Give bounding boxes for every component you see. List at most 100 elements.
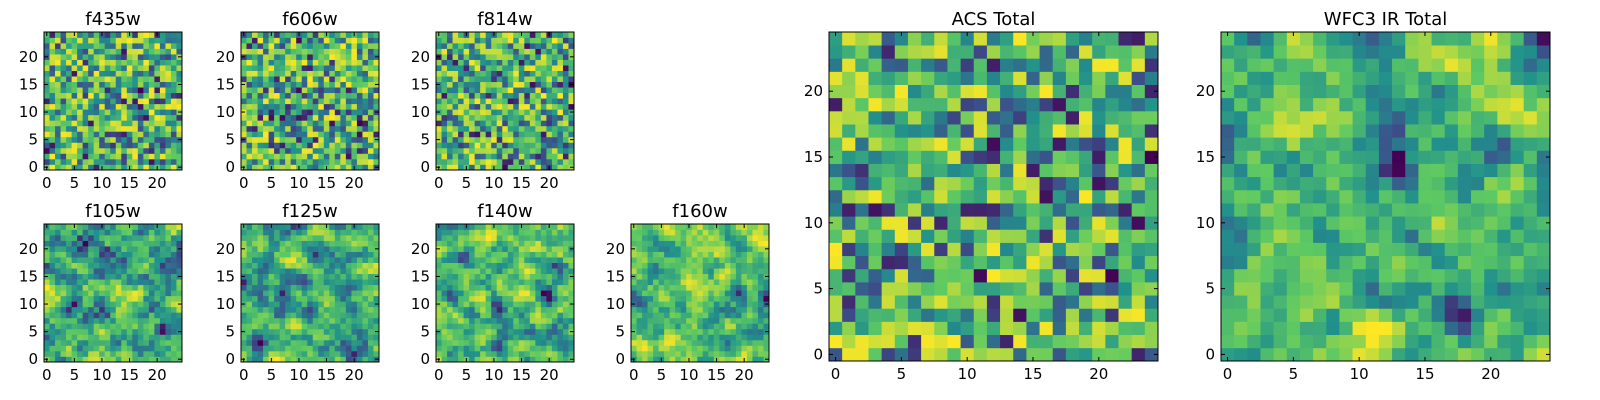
heatmap-cell bbox=[307, 81, 314, 88]
heatmap-cell bbox=[568, 120, 575, 127]
heatmap-cell bbox=[1039, 347, 1054, 362]
heatmap-cell bbox=[568, 257, 575, 263]
heatmap-cell bbox=[921, 203, 935, 217]
heatmap-cell bbox=[60, 229, 67, 236]
heatmap-cell bbox=[66, 246, 72, 252]
heatmap-cell bbox=[441, 350, 448, 357]
heatmap-cell bbox=[669, 257, 676, 263]
heatmap-cell bbox=[176, 70, 183, 77]
heatmap-cell bbox=[447, 317, 453, 324]
heatmap-cell bbox=[491, 323, 498, 330]
heatmap-cell bbox=[1065, 282, 1080, 296]
heatmap-cell bbox=[159, 273, 166, 280]
heatmap-cell bbox=[441, 273, 448, 280]
heatmap-cell bbox=[126, 251, 133, 258]
heatmap-cell bbox=[496, 153, 503, 160]
heatmap-cell bbox=[524, 290, 531, 297]
heatmap-cell bbox=[469, 262, 475, 269]
heatmap-cell bbox=[165, 114, 172, 121]
heatmap-cell bbox=[88, 153, 95, 160]
heatmap-cell bbox=[636, 273, 643, 280]
heatmap-cell bbox=[474, 109, 481, 116]
heatmap-cell bbox=[474, 125, 481, 132]
heatmap-cell bbox=[524, 268, 531, 275]
heatmap-cell bbox=[518, 65, 525, 71]
heatmap-cell bbox=[356, 350, 363, 357]
heatmap-cell bbox=[110, 268, 117, 275]
heatmap-cell bbox=[257, 262, 264, 269]
heatmap-cell bbox=[680, 339, 687, 346]
heatmap-cell bbox=[1144, 229, 1159, 243]
heatmap-cell bbox=[691, 290, 698, 297]
heatmap-cell bbox=[469, 301, 475, 308]
heatmap-cell bbox=[881, 150, 896, 164]
heatmap-cell bbox=[636, 290, 643, 297]
heatmap-cell bbox=[132, 103, 139, 110]
heatmap-cell bbox=[518, 268, 525, 275]
heatmap-cell bbox=[458, 48, 464, 55]
heatmap-cell bbox=[257, 32, 264, 38]
heatmap-cell bbox=[529, 328, 536, 335]
heatmap-cell bbox=[1118, 295, 1133, 309]
heatmap-cell bbox=[568, 306, 575, 313]
heatmap-cell bbox=[367, 240, 374, 247]
heatmap-cell bbox=[697, 301, 704, 308]
heatmap-cell bbox=[99, 48, 106, 55]
heatmap-cell bbox=[557, 262, 564, 269]
heatmap-cell bbox=[362, 317, 369, 324]
heatmap-cell bbox=[334, 284, 341, 291]
heatmap-cell bbox=[154, 136, 161, 143]
heatmap-cell bbox=[176, 125, 183, 132]
heatmap-cell bbox=[757, 246, 764, 252]
heatmap-cell bbox=[104, 312, 111, 319]
heatmap-cell bbox=[469, 339, 475, 346]
heatmap-cell bbox=[647, 268, 654, 275]
heatmap-cell bbox=[507, 114, 514, 121]
heatmap-cell bbox=[868, 282, 882, 296]
heatmap-cell bbox=[351, 312, 358, 319]
heatmap-cell bbox=[480, 345, 487, 352]
heatmap-cell bbox=[513, 279, 520, 286]
heatmap-cell bbox=[356, 273, 363, 280]
heatmap-cell bbox=[279, 158, 286, 165]
heatmap-cell bbox=[469, 235, 475, 241]
heatmap-cell bbox=[115, 290, 122, 297]
heatmap-cell bbox=[474, 312, 481, 319]
y-tick-label: 0 bbox=[225, 158, 235, 176]
heatmap-cell bbox=[301, 229, 308, 236]
heatmap-cell bbox=[268, 142, 275, 149]
heatmap-cell bbox=[148, 37, 155, 44]
heatmap-cell bbox=[367, 142, 374, 149]
heatmap-cell bbox=[132, 81, 139, 88]
heatmap-cell bbox=[829, 282, 843, 296]
heatmap-cell bbox=[257, 306, 264, 313]
heatmap-cell bbox=[165, 142, 172, 149]
heatmap-cell bbox=[452, 153, 459, 160]
heatmap-cell bbox=[568, 125, 575, 132]
heatmap-cell bbox=[513, 87, 520, 94]
heatmap-cell bbox=[71, 229, 78, 236]
heatmap-cell bbox=[763, 290, 770, 297]
heatmap-cell bbox=[535, 131, 542, 138]
heatmap-cell bbox=[524, 114, 531, 121]
heatmap-cell bbox=[82, 76, 89, 83]
heatmap-cell bbox=[469, 114, 475, 121]
heatmap-cell bbox=[719, 334, 726, 341]
heatmap-cell bbox=[257, 345, 264, 352]
heatmap-cell bbox=[318, 306, 325, 313]
heatmap-cell bbox=[170, 279, 177, 286]
heatmap-cell bbox=[285, 114, 292, 121]
heatmap-cell bbox=[855, 334, 869, 349]
heatmap-cell bbox=[49, 59, 56, 66]
heatmap-cell bbox=[345, 92, 352, 99]
heatmap-cell bbox=[296, 295, 303, 302]
heatmap-cell bbox=[1144, 347, 1159, 362]
heatmap-cell bbox=[653, 345, 659, 352]
heatmap-cell bbox=[535, 251, 542, 258]
heatmap-cell bbox=[557, 37, 564, 44]
heatmap-cell bbox=[496, 334, 503, 341]
heatmap-cell bbox=[463, 284, 470, 291]
heatmap-cell bbox=[104, 65, 111, 71]
heatmap-cell bbox=[93, 306, 100, 313]
heatmap-cell bbox=[513, 240, 520, 247]
